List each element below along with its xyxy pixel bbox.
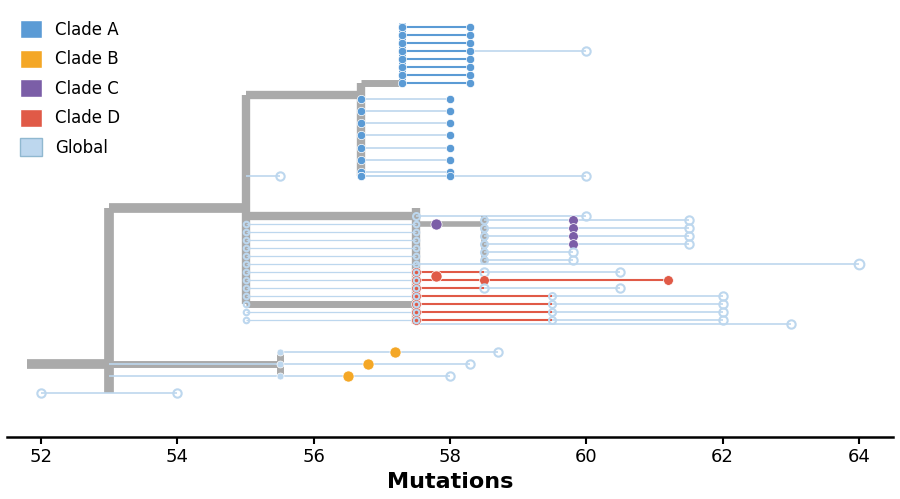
Legend: Clade A, Clade B, Clade C, Clade D, Global: Clade A, Clade B, Clade C, Clade D, Glob… xyxy=(15,15,125,162)
X-axis label: Mutations: Mutations xyxy=(387,472,513,492)
